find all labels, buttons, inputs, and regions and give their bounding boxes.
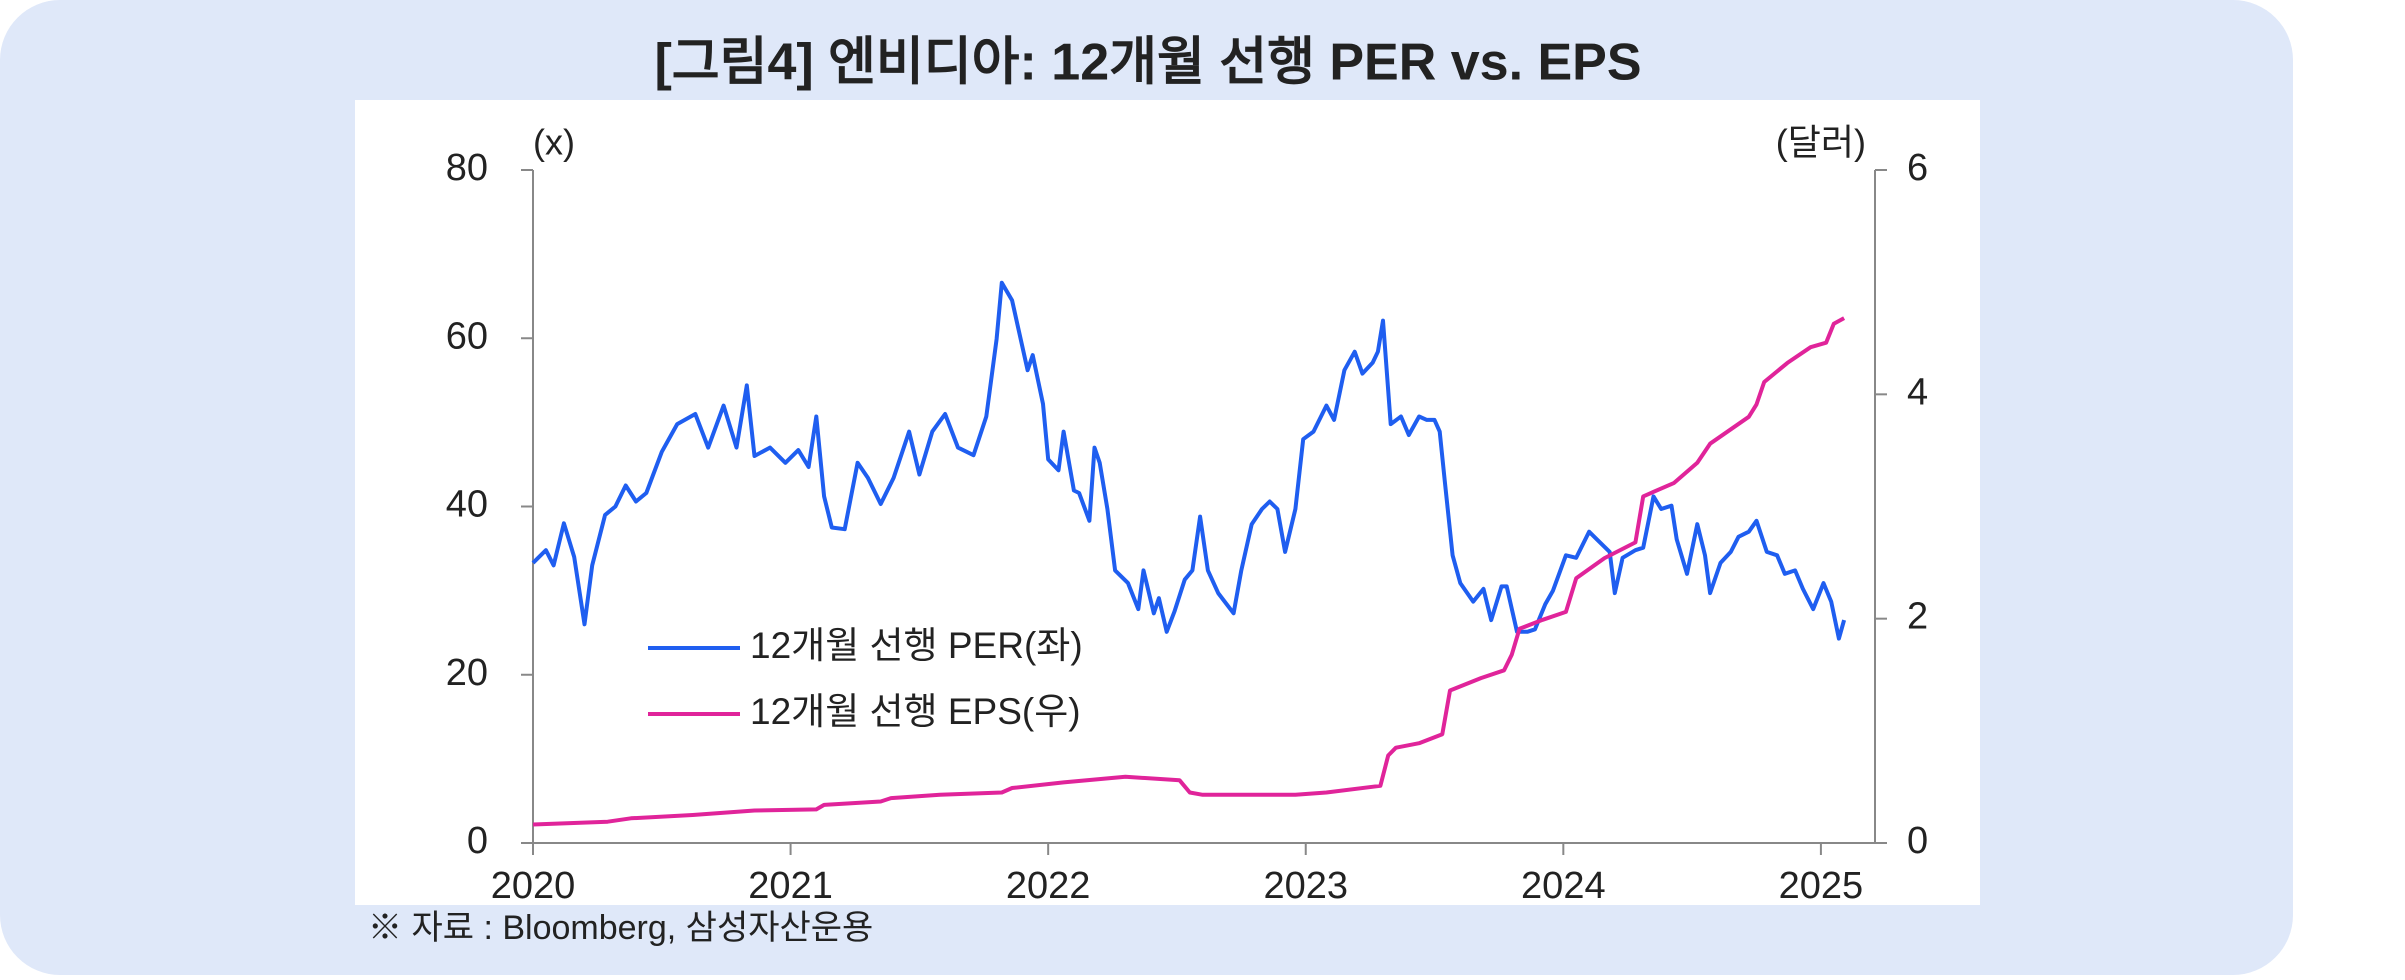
- x-tick-label: 2024: [1521, 865, 1606, 907]
- y2-tick-label: 2: [1907, 596, 1928, 638]
- plot-box: [355, 100, 1980, 905]
- y-tick-label: 20: [446, 652, 488, 694]
- y2-tick-label: 0: [1907, 820, 1928, 862]
- y-tick-label: 40: [446, 484, 488, 526]
- x-tick-label: 2020: [491, 865, 576, 907]
- series-line: [532, 316, 1846, 827]
- chart-title: [그림4] 엔비디아: 12개월 선행 PER vs. EPS: [654, 34, 1641, 92]
- y-tick-label: 60: [446, 315, 488, 357]
- series-line: [531, 280, 1847, 641]
- legend-label: 12개월 선행 PER(좌): [750, 625, 1083, 666]
- y-tick-label: 80: [446, 147, 488, 189]
- y-tick-label: 0: [467, 820, 488, 862]
- x-tick-label: 2025: [1779, 865, 1864, 907]
- y2-unit: (달러): [1776, 122, 1866, 163]
- legend-label: 12개월 선행 EPS(우): [750, 691, 1081, 732]
- y2-tick-label: 4: [1907, 371, 1928, 413]
- x-tick-label: 2023: [1263, 865, 1348, 907]
- y2-tick-label: 6: [1907, 147, 1928, 189]
- y-unit: (x): [533, 122, 575, 163]
- x-tick-label: 2021: [748, 865, 833, 907]
- source-note: ※ 자료 : Bloomberg, 삼성자산운용: [368, 909, 873, 947]
- x-tick-label: 2022: [1006, 865, 1091, 907]
